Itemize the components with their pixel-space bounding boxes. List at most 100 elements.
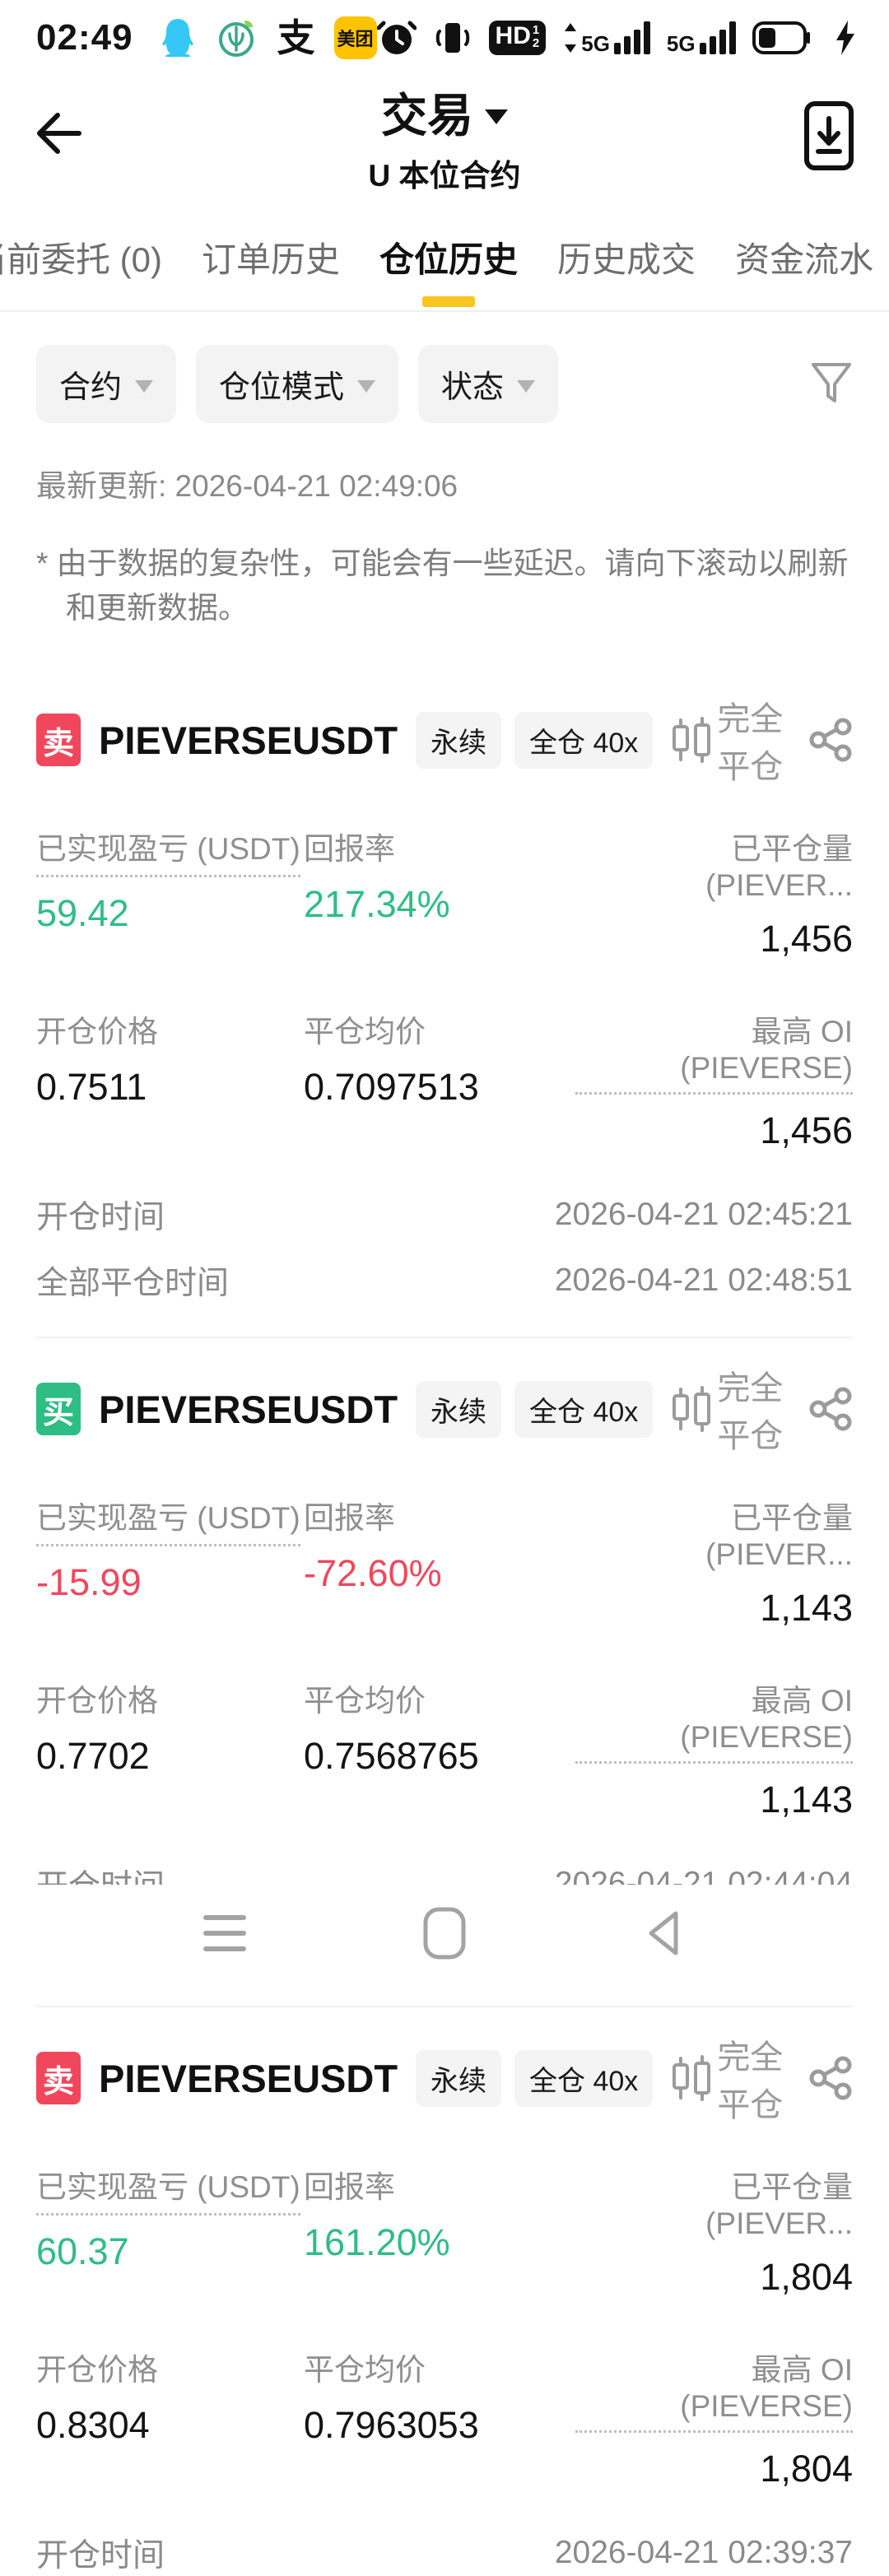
tab-position-history[interactable]: 仓位历史 bbox=[379, 232, 518, 282]
back-arrow-icon[interactable] bbox=[33, 107, 91, 165]
chevron-down-icon bbox=[135, 380, 154, 393]
vibrate-icon bbox=[433, 18, 472, 58]
close-avg-price-label: 平仓均价 bbox=[304, 1015, 426, 1049]
kline-chart-icon[interactable] bbox=[671, 1386, 712, 1433]
return-rate-label: 回报率 bbox=[304, 2170, 395, 2205]
chevron-down-icon bbox=[485, 109, 508, 124]
closed-amount-value: 1,143 bbox=[760, 1587, 853, 1630]
perpetual-tag: 永续 bbox=[416, 1380, 502, 1438]
realized-pnl-label: 已实现盈亏 (USDT) bbox=[36, 824, 300, 878]
closed-amount-label: 已平仓量 (PIEVER... bbox=[705, 1501, 853, 1572]
closed-amount-value: 1,804 bbox=[760, 2256, 853, 2299]
open-price-value: 0.7511 bbox=[36, 1066, 147, 1109]
fully-closed-label: 完全平仓 bbox=[717, 701, 784, 786]
notice-line2: 和更新数据。 bbox=[66, 590, 249, 625]
notice-line1: * 由于数据的复杂性，可能会有一些延迟。请向下滚动以刷新 bbox=[36, 546, 849, 580]
perpetual-tag: 永续 bbox=[416, 2049, 502, 2107]
filter-contract[interactable]: 合约 bbox=[36, 345, 177, 423]
page-subtitle: U 本位合约 bbox=[368, 159, 521, 193]
margin-leverage-tag: 全仓 40x bbox=[514, 1380, 654, 1438]
export-download-icon[interactable] bbox=[803, 100, 854, 171]
close-avg-price-value: 0.7568765 bbox=[304, 1735, 479, 1778]
realized-pnl-label: 已实现盈亏 (USDT) bbox=[36, 1493, 300, 1547]
close-avg-price-label: 平仓均价 bbox=[304, 1684, 426, 1718]
chevron-down-icon bbox=[517, 380, 536, 393]
filter-bar: 合约 仓位模式 状态 bbox=[0, 312, 889, 431]
app-header: 交易 U 本位合约 bbox=[0, 76, 889, 207]
margin-leverage-tag: 全仓 40x bbox=[514, 2049, 654, 2107]
return-rate-label: 回报率 bbox=[304, 1501, 395, 1536]
alipay-icon: 支 bbox=[277, 16, 315, 59]
symbol-text: PIEVERSEUSDT bbox=[99, 1387, 398, 1431]
fully-closed-label: 完全平仓 bbox=[717, 1370, 784, 1455]
title-dropdown[interactable]: 交易 bbox=[381, 79, 508, 146]
position-list: 卖 PIEVERSEUSDT 永续 全仓 40x 完全平仓 bbox=[0, 630, 889, 2576]
close-avg-price-value: 0.7963053 bbox=[304, 2404, 479, 2447]
position-card[interactable]: 买 PIEVERSEUSDT 永续 全仓 40x 完全平仓 bbox=[0, 1338, 889, 1973]
buy-badge: 买 bbox=[36, 1383, 81, 1436]
max-oi-label: 最高 OI (PIEVERSE) bbox=[575, 1007, 853, 1095]
realized-pnl-value: 59.42 bbox=[36, 892, 129, 935]
tab-fund-flow[interactable]: 资金流水 bbox=[735, 240, 874, 279]
tab-current-orders[interactable]: 当前委托 (0) bbox=[0, 240, 163, 279]
max-oi-label: 最高 OI (PIEVERSE) bbox=[575, 2345, 853, 2434]
delay-notice: * 由于数据的复杂性，可能会有一些延迟。请向下滚动以刷新 和更新数据。 bbox=[0, 505, 889, 630]
close-time-label: 全部平仓时间 bbox=[36, 1266, 230, 1302]
last-update-text: 最新更新: 2026-04-21 02:49:06 bbox=[36, 469, 458, 503]
open-time-label: 开仓时间 bbox=[36, 2538, 165, 2574]
close-time-value: 2026-04-21 02:48:51 bbox=[554, 1262, 853, 1299]
sell-badge: 卖 bbox=[36, 2052, 81, 2105]
return-rate-value: -72.60% bbox=[304, 1552, 442, 1595]
filter-funnel-icon[interactable] bbox=[810, 361, 853, 407]
sell-badge: 卖 bbox=[36, 714, 81, 767]
clock-time: 02:49 bbox=[36, 17, 133, 58]
kline-chart-icon[interactable] bbox=[671, 717, 712, 764]
status-bar: 02:49 支 美团 bbox=[0, 0, 889, 76]
recents-menu-icon[interactable] bbox=[196, 1904, 254, 1962]
filter-status[interactable]: 状态 bbox=[418, 345, 559, 423]
qq-icon bbox=[156, 16, 199, 59]
realized-pnl-label: 已实现盈亏 (USDT) bbox=[36, 2162, 300, 2216]
position-card[interactable]: 卖 PIEVERSEUSDT 永续 全仓 40x 完全平仓 bbox=[0, 2007, 889, 2576]
back-nav-icon[interactable] bbox=[635, 1904, 693, 1962]
charging-bolt-icon bbox=[833, 19, 858, 57]
open-price-label: 开仓价格 bbox=[36, 1684, 158, 1718]
divider bbox=[36, 1337, 853, 1339]
share-icon[interactable] bbox=[808, 2056, 853, 2100]
closed-amount-value: 1,456 bbox=[760, 918, 853, 960]
order-tabs: 当前委托 (0) 订单历史 仓位历史 历史成交 资金流水 bbox=[0, 207, 889, 312]
signal-5g-icon-2: 5G bbox=[667, 21, 736, 54]
meituan-icon: 美团 bbox=[333, 16, 377, 59]
tab-order-history[interactable]: 订单历史 bbox=[202, 240, 341, 279]
chevron-down-icon bbox=[357, 380, 376, 393]
kline-chart-icon[interactable] bbox=[671, 2055, 712, 2102]
max-oi-value: 1,456 bbox=[760, 1109, 853, 1152]
open-price-value: 0.8304 bbox=[36, 2404, 150, 2447]
closed-amount-label: 已平仓量 (PIEVER... bbox=[705, 832, 853, 903]
filter-position-mode[interactable]: 仓位模式 bbox=[196, 345, 399, 423]
return-rate-label: 回报率 bbox=[304, 832, 395, 867]
abc-bank-icon bbox=[216, 16, 258, 59]
close-avg-price-label: 平仓均价 bbox=[304, 2353, 426, 2388]
fully-closed-label: 完全平仓 bbox=[717, 2039, 784, 2124]
open-price-value: 0.7702 bbox=[36, 1735, 150, 1778]
tab-trade-history[interactable]: 历史成交 bbox=[557, 240, 696, 279]
open-time-value: 2026-04-21 02:39:37 bbox=[554, 2535, 853, 2571]
open-price-label: 开仓价格 bbox=[36, 2353, 158, 2388]
position-card[interactable]: 卖 PIEVERSEUSDT 永续 全仓 40x 完全平仓 bbox=[0, 669, 889, 1304]
max-oi-label: 最高 OI (PIEVERSE) bbox=[575, 1676, 853, 1765]
max-oi-value: 1,143 bbox=[760, 1779, 853, 1821]
return-rate-value: 161.20% bbox=[304, 2221, 450, 2264]
perpetual-tag: 永续 bbox=[416, 711, 502, 769]
home-icon[interactable] bbox=[416, 1904, 473, 1962]
signal-5g-icon-1: 5G bbox=[562, 21, 650, 54]
share-icon[interactable] bbox=[808, 1387, 853, 1431]
android-nav-bar bbox=[0, 1885, 889, 1982]
open-time-value: 2026-04-21 02:45:21 bbox=[554, 1197, 853, 1233]
open-time-label: 开仓时间 bbox=[36, 1200, 165, 1236]
battery-icon bbox=[752, 20, 817, 56]
close-avg-price-value: 0.7097513 bbox=[304, 1066, 479, 1109]
alarm-icon bbox=[376, 18, 417, 58]
share-icon[interactable] bbox=[808, 718, 853, 762]
